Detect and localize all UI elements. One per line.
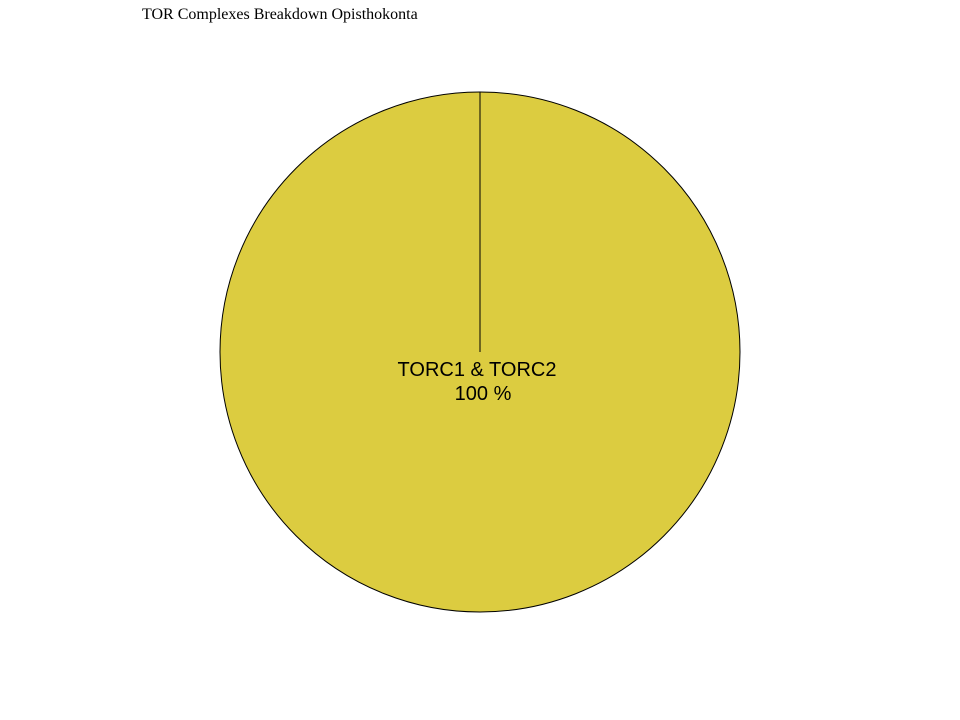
pie-slices [219,91,741,613]
slice-label: TORC1 & TORC2 [398,359,557,381]
slice-percent-label: 100 % [455,383,512,405]
chart-title: TOR Complexes Breakdown Opisthokonta [142,6,418,23]
